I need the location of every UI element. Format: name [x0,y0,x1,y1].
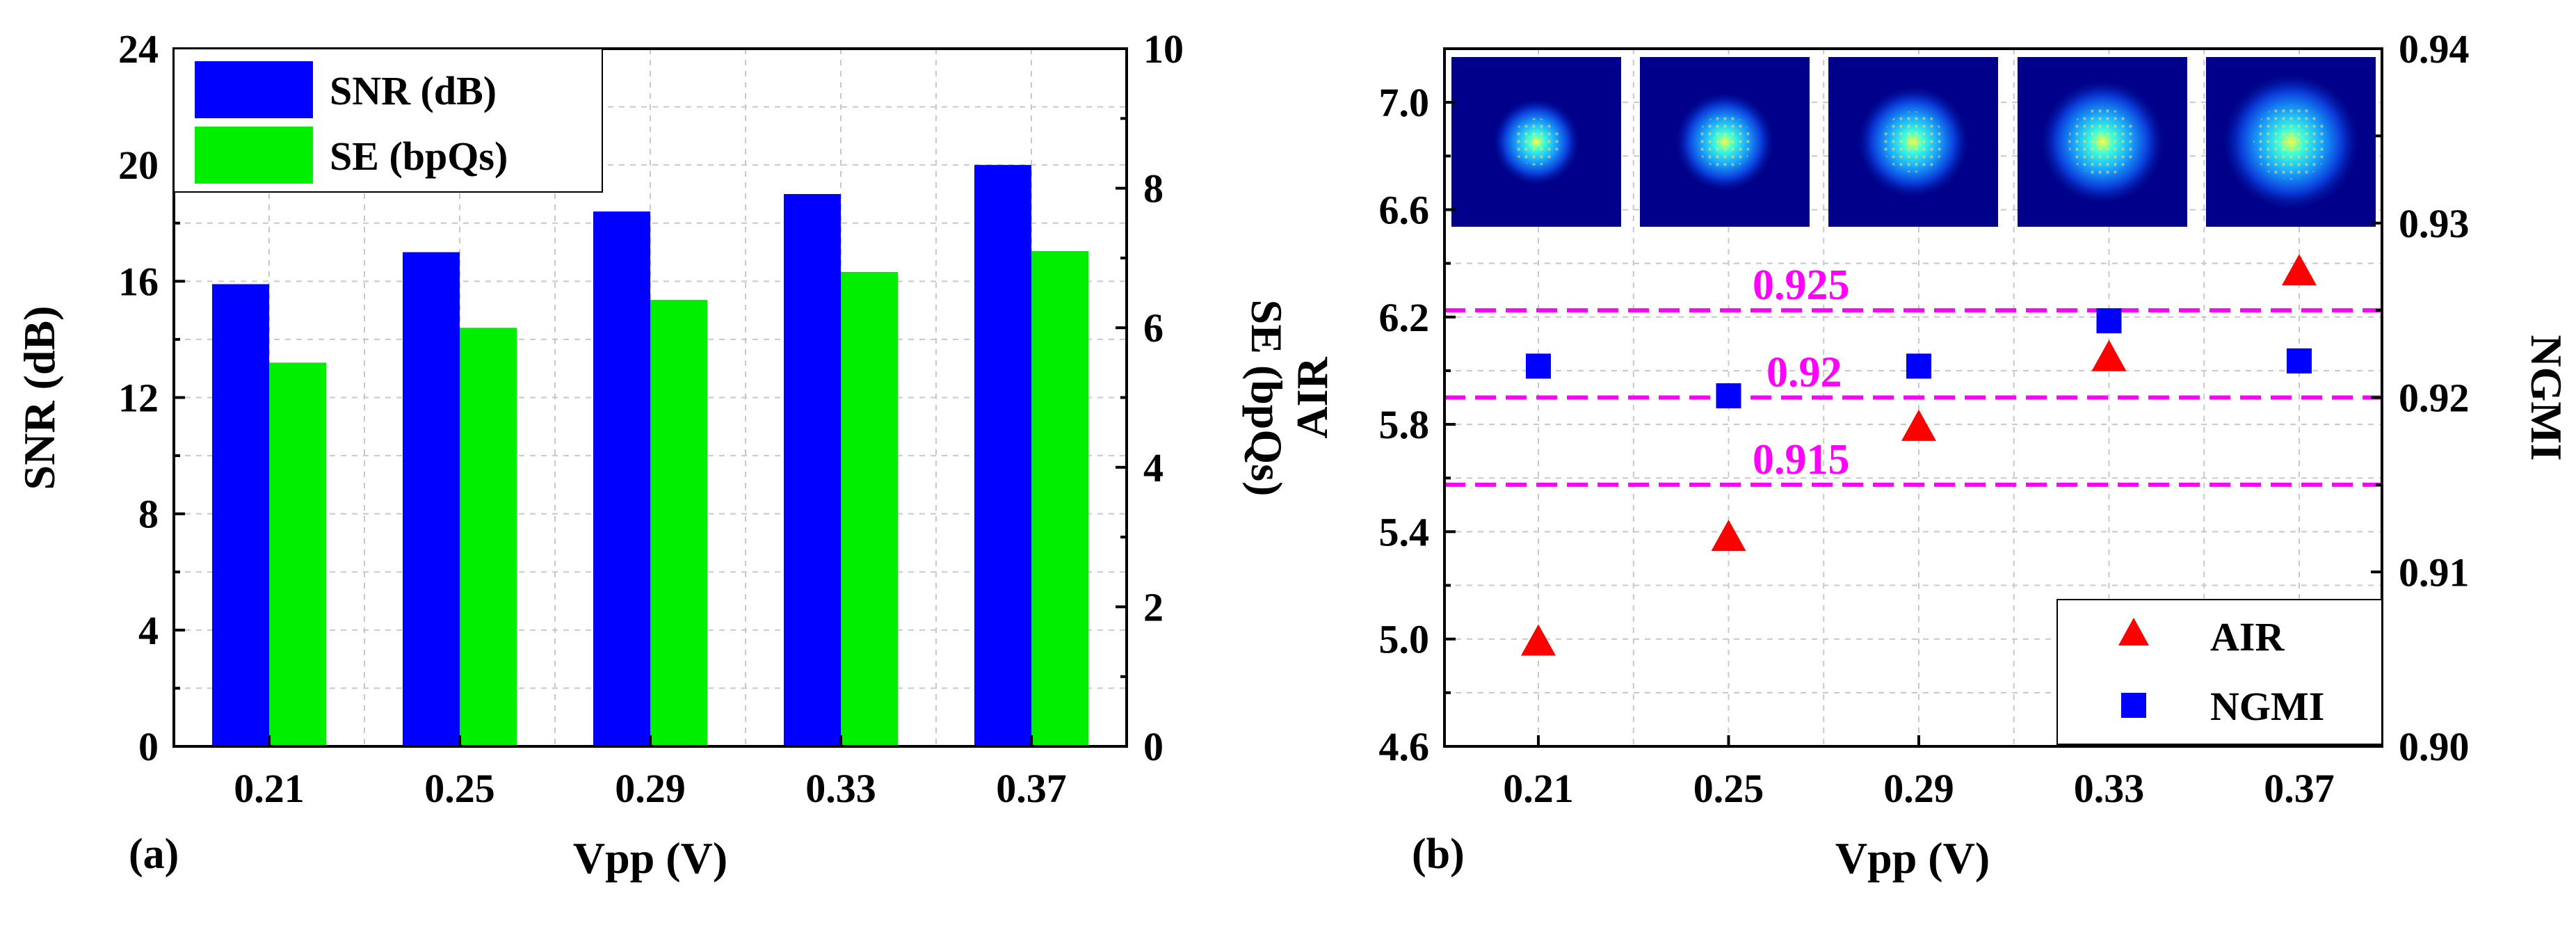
x-tick-label: 0.25 [424,766,495,811]
y2-tick-label: 0.90 [2399,724,2470,769]
point-ngmi [1526,353,1551,379]
y2-tick-label: 0.94 [2399,26,2470,72]
x-tick-label: 0.25 [1693,766,1764,811]
point-ngmi [1716,383,1741,408]
y-tick-label: 12 [118,376,159,421]
y-tick-label: 6.2 [1379,295,1430,340]
panel-b-y2-axis-label: NGMI [2522,335,2571,460]
y2-tick-label: 2 [1143,584,1164,630]
y2-tick-label: 8 [1143,166,1164,211]
y-tick-label: 24 [118,26,159,72]
bar-se [841,271,898,747]
legend-label-snr: SNR (dB) [330,68,497,113]
point-air [1521,624,1556,656]
bar-se [650,300,707,747]
constellation-0.33-inset [2018,57,2187,227]
panel-b-x-axis-label: Vpp (V) [1835,833,1990,883]
legend-label-ngmi: NGMI [2210,684,2324,729]
y-tick-label: 8 [138,492,159,537]
point-ngmi [1906,353,1931,379]
legend-box [2056,599,2383,745]
bar-se [460,328,517,746]
inset-constellation-points [1697,114,1753,170]
y-tick-label: 4 [138,608,159,653]
panel-b-reference-lines: 0.925 0.92 0.915 [1444,262,2382,487]
x-tick-label: 0.37 [996,766,1067,811]
panel-b-ticks: 4.6 5.0 5.4 5.8 6.2 6.6 7.0 0.90 0.91 0.92 0.93 0.9… [1379,26,2470,811]
legend-swatch-se [195,127,313,184]
bar-snr [784,193,841,746]
point-air [1711,520,1746,552]
y2-tick-label: 6 [1143,305,1164,351]
x-tick-label: 0.21 [234,766,305,811]
y2-tick-label: 0 [1143,724,1164,769]
x-tick-label: 0.29 [615,766,686,811]
bar-snr [974,165,1031,746]
panel-a-y2-axis-label: SE (bpQs) [1242,300,1291,497]
constellation-0.25-inset [1640,57,1810,227]
reference-line-label: 0.92 [1766,349,1842,396]
x-tick-label: 0.37 [2264,766,2335,811]
constellation-0.21-inset [1451,57,1621,227]
point-ngmi [2287,348,2312,374]
panel-b-constellation-insets [1451,57,2376,227]
y2-tick-label: 0.92 [2399,376,2470,421]
y-tick-label: 7.0 [1379,80,1430,125]
reference-line-label: 0.915 [1753,436,1850,483]
panel-b-legend: AIR NGMI [2056,599,2383,745]
bar-se [269,362,326,746]
y-tick-label: 16 [118,259,159,304]
x-tick-label: 0.33 [805,766,876,811]
bar-se [1031,250,1088,746]
panel-a-label: (a) [129,831,179,878]
x-tick-label: 0.21 [1503,766,1574,811]
legend-label-air: AIR [2210,614,2285,659]
constellation-0.37-inset [2206,57,2376,227]
inset-constellation-points [1512,118,1561,166]
legend-label-se: SE (bpQs) [330,134,508,179]
y-tick-label: 5.4 [1379,509,1430,554]
panel-b-y-axis-label: AIR [1287,357,1337,439]
point-air [2282,254,2317,286]
inset-constellation-points [1883,111,1944,173]
y-tick-label: 5.8 [1379,402,1430,447]
panel-b-label: (b) [1412,831,1465,878]
legend-marker-air [2118,618,2149,646]
y-tick-label: 6.6 [1379,187,1430,232]
bar-snr [593,211,650,746]
point-ngmi [2096,308,2122,334]
reference-line-label: 0.925 [1753,262,1850,309]
y-tick-label: 0 [138,724,159,769]
constellation-0.29-inset [1828,57,1998,227]
y2-tick-label: 10 [1143,26,1184,72]
y2-tick-label: 4 [1143,445,1164,490]
panel-b-points [1521,254,2317,656]
bar-snr [403,252,460,747]
legend-swatch-snr [195,61,313,118]
legend-marker-ngmi [2121,693,2146,718]
panel-b-scatter-chart: 0.925 0.92 0.915 4.6 5.0 5.4 5.8 6.2 6.6 7.0 0.90… [1287,26,2571,883]
point-air [2091,339,2127,371]
bar-snr [212,284,269,746]
y-tick-label: 5.0 [1379,617,1430,662]
x-tick-label: 0.33 [2074,766,2145,811]
panel-a-x-axis-label: Vpp (V) [573,833,727,883]
x-tick-label: 0.29 [1883,766,1954,811]
inset-constellation-points [2068,108,2136,176]
point-air [1901,409,1936,441]
y-tick-label: 20 [118,143,159,188]
inset-constellation-points [2253,104,2328,179]
panel-a-y-axis-label: SNR (dB) [15,306,64,490]
y-tick-label: 4.6 [1379,724,1430,769]
panel-a-legend: SNR (dB) SE (bpQs) [173,48,603,193]
y2-tick-label: 0.93 [2399,201,2470,246]
panel-a-bars [212,165,1088,747]
y2-tick-label: 0.91 [2399,550,2470,595]
